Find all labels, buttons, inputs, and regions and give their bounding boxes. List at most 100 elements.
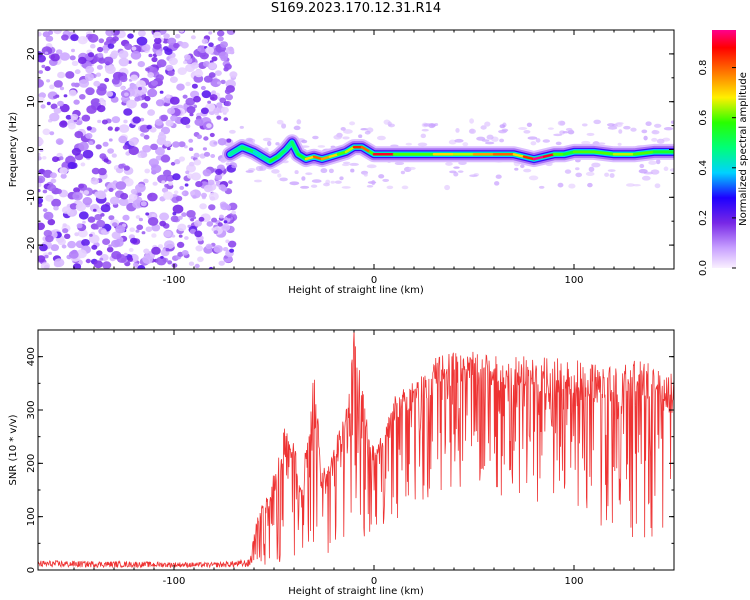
noise-speckle <box>123 119 128 124</box>
noise-speckle <box>102 261 112 269</box>
noise-speckle <box>118 135 128 144</box>
noise-speckle <box>100 229 107 235</box>
noise-speckle <box>85 134 90 138</box>
noise-speckle <box>102 141 109 147</box>
faint-speckle <box>575 167 580 171</box>
faint-speckle <box>498 129 507 134</box>
faint-speckle <box>655 159 661 165</box>
noise-speckle <box>97 46 104 53</box>
faint-speckle <box>652 129 657 134</box>
noise-speckle <box>118 163 125 169</box>
noise-speckle <box>147 88 158 98</box>
noise-speckle <box>78 183 85 189</box>
noise-speckle <box>148 53 153 58</box>
noise-speckle <box>107 126 113 131</box>
noise-speckle <box>41 64 46 69</box>
noise-speckle <box>69 203 78 210</box>
faint-speckle <box>518 127 528 130</box>
noise-speckle <box>106 91 114 97</box>
noise-speckle <box>196 134 202 140</box>
noise-speckle <box>136 224 144 231</box>
spectrogram-image <box>38 30 674 269</box>
faint-speckle <box>342 161 351 165</box>
noise-speckle <box>219 97 227 104</box>
noise-speckle <box>225 46 235 55</box>
noise-speckle <box>38 202 43 208</box>
noise-speckle <box>184 236 189 240</box>
noise-speckle <box>220 186 228 192</box>
noise-speckle <box>140 102 147 108</box>
noise-speckle <box>87 33 99 43</box>
noise-speckle <box>95 72 102 77</box>
noise-speckle <box>96 219 106 228</box>
noise-speckle <box>193 95 201 103</box>
noise-speckle <box>217 138 227 146</box>
noise-speckle <box>84 73 94 81</box>
ridge-core <box>312 155 324 161</box>
noise-speckle <box>207 179 215 186</box>
faint-speckle <box>641 129 648 134</box>
snr-axes: -100 0 100 0 100 200 300 400 Height of straight … <box>8 329 675 597</box>
faint-speckle <box>607 126 618 130</box>
faint-speckle <box>311 179 322 183</box>
faint-speckle <box>382 178 390 182</box>
noise-speckle <box>185 81 191 87</box>
noise-speckle <box>154 37 162 44</box>
colorbar-title: Normalized spectral amplitude <box>738 72 749 226</box>
noise-speckle <box>199 203 207 210</box>
noise-speckle <box>85 258 91 264</box>
faint-speckle <box>305 172 313 176</box>
colorbar-tick-label: 0.4 <box>698 160 709 176</box>
noise-speckle <box>157 244 164 249</box>
noise-speckle <box>164 48 173 55</box>
faint-speckle <box>597 142 606 145</box>
noise-speckle <box>82 220 86 224</box>
faint-speckle <box>495 174 502 179</box>
noise-speckle <box>231 210 237 215</box>
noise-speckle <box>172 204 184 214</box>
noise-speckle <box>120 86 125 91</box>
noise-speckle <box>38 156 42 161</box>
noise-speckle <box>203 151 211 157</box>
noise-speckle <box>53 95 58 99</box>
noise-speckle <box>178 156 185 162</box>
noise-speckle <box>170 215 179 223</box>
x-tick-label: 100 <box>564 275 583 286</box>
noise-speckle <box>194 118 204 127</box>
y-tick-label: 10 <box>26 95 37 108</box>
noise-speckle <box>151 80 158 86</box>
faint-speckle <box>340 127 346 131</box>
noise-speckle <box>143 248 150 254</box>
faint-speckle <box>421 128 429 132</box>
y-tick-label: -20 <box>26 237 37 253</box>
faint-speckle <box>648 160 657 165</box>
noise-speckle <box>223 66 229 72</box>
noise-speckle <box>137 192 142 196</box>
noise-speckle <box>200 85 206 91</box>
y-tick-label: 100 <box>26 507 37 526</box>
noise-speckle <box>167 260 173 265</box>
noise-speckle <box>74 69 81 75</box>
noise-speckle <box>144 168 150 174</box>
noise-speckle <box>73 99 80 105</box>
faint-speckle <box>276 119 284 125</box>
noise-speckle <box>91 244 98 250</box>
noise-speckle <box>151 56 158 63</box>
ridge-core <box>632 150 656 156</box>
noise-speckle <box>225 94 234 101</box>
noise-speckle <box>38 70 43 74</box>
noise-speckle <box>185 97 195 106</box>
faint-speckle <box>289 181 300 186</box>
noise-speckle <box>49 131 55 136</box>
faint-speckle <box>581 140 591 145</box>
noise-speckle <box>226 214 232 219</box>
noise-speckle <box>102 238 111 245</box>
noise-speckle <box>38 175 46 184</box>
noise-speckle <box>130 50 142 60</box>
noise-speckle <box>59 52 70 61</box>
noise-speckle <box>139 117 145 122</box>
noise-speckle <box>90 177 100 185</box>
faint-speckle <box>296 119 302 125</box>
noise-speckle <box>201 192 207 198</box>
noise-speckle <box>72 263 82 269</box>
